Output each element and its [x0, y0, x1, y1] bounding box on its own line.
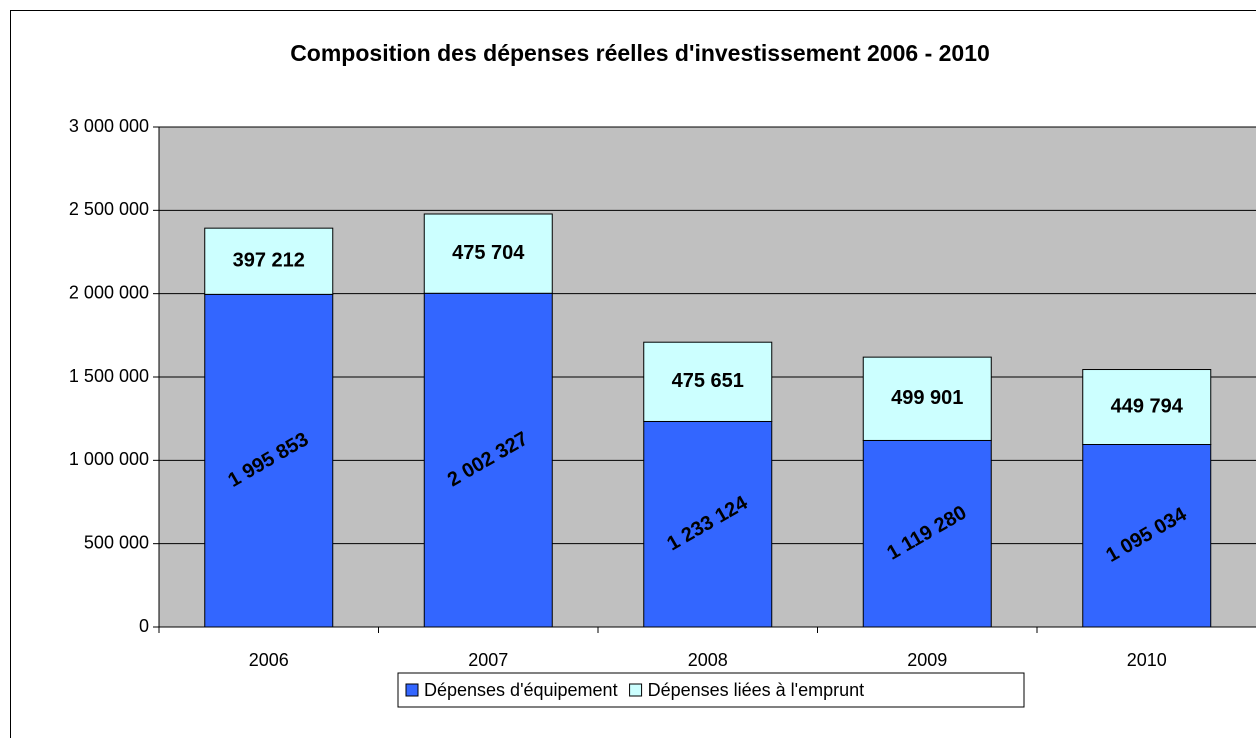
- x-tick-label: 2010: [1127, 650, 1167, 670]
- y-tick-label: 3 000 000: [69, 116, 149, 136]
- data-label: 449 794: [1111, 395, 1184, 417]
- bar-segment: [423, 292, 553, 628]
- bar-segment: [643, 420, 773, 628]
- data-label: 475 651: [672, 370, 744, 392]
- x-tick-label: 2007: [468, 650, 508, 670]
- bar-segment: [862, 356, 992, 441]
- data-label: 397 212: [233, 250, 305, 272]
- bar-segment: [1082, 443, 1212, 628]
- legend-swatch: [405, 683, 419, 697]
- x-tick-label: 2006: [249, 650, 289, 670]
- y-tick-label: 1 500 000: [69, 366, 149, 386]
- y-tick-label: 2 000 000: [69, 282, 149, 302]
- chart-title: Composition des dépenses réelles d'inves…: [290, 40, 990, 66]
- y-tick-label: 500 000: [84, 532, 149, 552]
- bar-segment: [204, 293, 334, 628]
- y-tick-label: 2 500 000: [69, 199, 149, 219]
- legend-label: Dépenses d'équipement: [424, 680, 618, 700]
- bar-segment: [204, 227, 334, 295]
- x-tick-label: 2009: [907, 650, 947, 670]
- bar-segment: [862, 439, 992, 628]
- y-tick-label: 1 000 000: [69, 449, 149, 469]
- y-tick-label: 0: [139, 616, 149, 636]
- bar-segment: [643, 341, 773, 422]
- data-label: 499 901: [891, 387, 963, 409]
- legend-swatch: [629, 683, 643, 697]
- legend-box: [397, 672, 1025, 708]
- bar-segment: [423, 213, 553, 294]
- x-tick-label: 2008: [688, 650, 728, 670]
- legend-label: Dépenses liées à l'emprunt: [648, 680, 865, 700]
- bar-segment: [1082, 369, 1212, 445]
- data-label: 475 704: [452, 242, 525, 264]
